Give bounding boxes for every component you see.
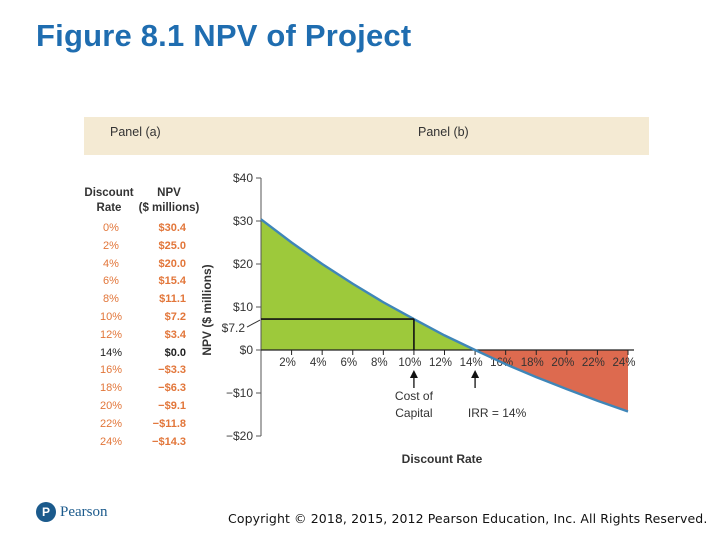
table-cell-npv: $3.4 [164, 328, 186, 341]
table-cell-rate: 6% [103, 275, 119, 288]
x-tick-label: 18% [521, 357, 544, 369]
chart-axes: −$20 −$10 $0 $10 $20 $30 $40 2% 4% 6% 8% 10% 12% 14% 1… [226, 171, 636, 443]
table-cell-npv: $20.0 [158, 257, 186, 270]
table-cell-npv: −$14.3 [152, 435, 186, 448]
table-cell-npv: −$11.8 [152, 417, 186, 430]
cost-of-capital-label-line2: Capital [395, 406, 432, 420]
table-cell-npv: $11.1 [159, 293, 186, 306]
irr-label: IRR = 14% [468, 406, 527, 420]
x-tick-label: 24% [612, 357, 635, 369]
panel-a-label: Panel (a) [110, 125, 161, 139]
chart-marks: $7.2 Cost of Capital IRR = 14% [222, 218, 629, 420]
table-cell-rate: 16% [99, 364, 123, 377]
pearson-logo: P Pearson [36, 502, 108, 522]
annotation-arrow-head [471, 370, 480, 378]
y-tick-label: −$10 [226, 386, 253, 400]
table-cell-rate: 22% [99, 417, 123, 430]
table-cell-npv: −$9.1 [158, 400, 186, 412]
table-cell-rate: 4% [103, 257, 119, 270]
table-cell-rate: 2% [103, 239, 119, 252]
table-cell-npv: $30.4 [158, 222, 186, 234]
table-cell-rate: 20% [99, 400, 123, 412]
x-axis-label: Discount Rate [402, 452, 483, 466]
x-tick-label: 6% [340, 357, 357, 369]
table-cell-npv: $15.4 [158, 275, 186, 288]
y-tick-label: $10 [233, 300, 253, 314]
slide-title: Figure 8.1 NPV of Project [36, 18, 412, 53]
table-cell-rate: 14% [99, 346, 123, 359]
y-tick-label: $30 [233, 214, 253, 228]
marker-pointer [246, 319, 261, 328]
table-cell-rate: 10% [99, 311, 123, 323]
table-cell-npv: −$3.3 [158, 364, 186, 377]
x-tick-label: 14% [460, 357, 483, 369]
table-cell-rate: 12% [99, 328, 123, 341]
pearson-logo-text: Pearson [60, 503, 108, 520]
annotation-arrow-head [409, 370, 418, 378]
rate-header-line1: Discount [84, 187, 134, 199]
x-tick-label: 22% [582, 357, 605, 369]
table-header-rate: Discount Rate [84, 186, 134, 216]
npv-header-line1: NPV [157, 187, 181, 199]
table-cell-rate: 0% [103, 222, 119, 234]
negative-npv-area [475, 350, 628, 412]
table-cell-rate: 24% [99, 435, 123, 448]
y-tick-label: $0 [240, 343, 254, 357]
rate-header-line2: Rate [96, 202, 122, 214]
table-cell-npv: −$6.3 [158, 382, 186, 395]
table-header-npv: NPV ($ millions) [136, 186, 202, 216]
x-tick-label: 20% [551, 357, 574, 369]
y-tick-label: $20 [233, 257, 253, 271]
x-tick-label: 8% [371, 357, 388, 369]
x-tick-label: 2% [279, 357, 296, 369]
x-tick-label: 10% [398, 357, 421, 369]
cost-of-capital-label: Cost of [395, 389, 434, 403]
table-cell-npv: $7.2 [164, 311, 186, 323]
copyright-text: Copyright © 2018, 2015, 2012 Pearson Edu… [228, 511, 708, 526]
table-cell-rate: 18% [99, 382, 123, 395]
panel-header-bar: Panel (a) Panel (b) [84, 117, 649, 155]
marker-value-label: $7.2 [222, 321, 246, 335]
table-cell-npv: $25.0 [158, 239, 186, 252]
x-tick-label: 12% [429, 357, 452, 369]
table-cell-npv: $0.0 [164, 346, 186, 359]
pearson-logo-icon: P [36, 502, 56, 522]
y-axis-label: NPV ($ millions) [200, 264, 214, 355]
npv-curve [260, 218, 629, 413]
chart-areas [261, 219, 628, 412]
y-tick-label: −$20 [226, 429, 253, 443]
panel-b-label: Panel (b) [418, 125, 469, 139]
npv-header-line2: ($ millions) [138, 202, 200, 214]
table-cell-rate: 8% [103, 293, 119, 306]
y-tick-label: $40 [233, 171, 253, 185]
positive-npv-area [261, 219, 476, 350]
x-tick-label: 4% [310, 357, 327, 369]
